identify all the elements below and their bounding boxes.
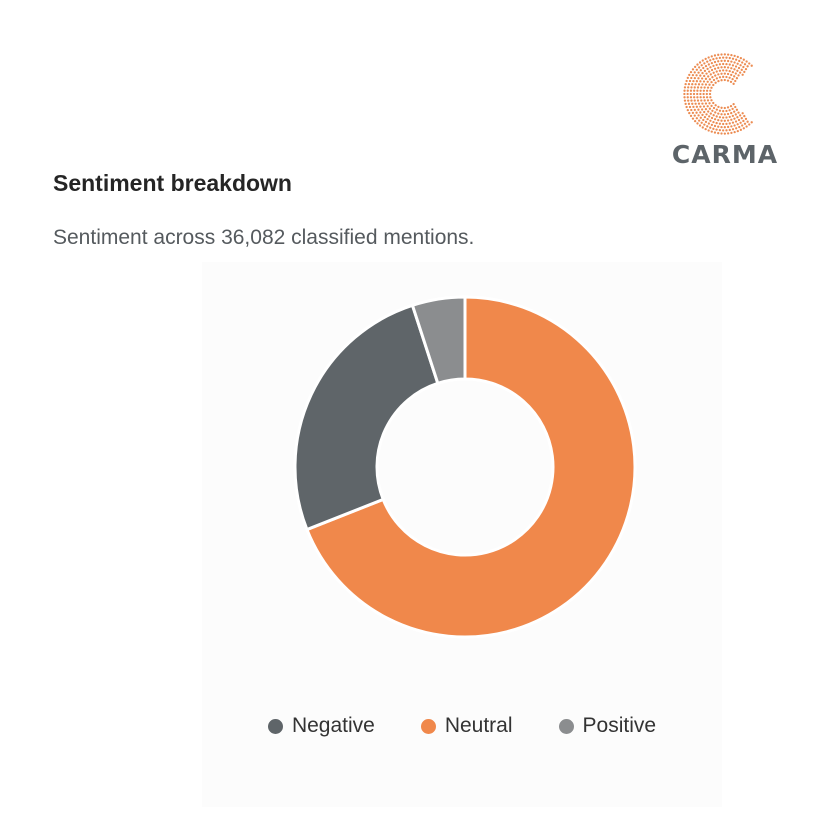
legend-label-negative: Negative xyxy=(291,714,375,737)
carma-wordmark: CARMA xyxy=(671,140,779,169)
donut-slice-positive[interactable] xyxy=(410,295,467,386)
carma-logo-icon xyxy=(683,53,753,135)
carma-logo: CARMA xyxy=(660,52,790,172)
legend-item-negative[interactable]: Negative xyxy=(267,714,375,738)
chart-title: Sentiment breakdown xyxy=(53,170,292,196)
legend-label-positive: Positive xyxy=(582,714,657,737)
legend-item-positive[interactable]: Positive xyxy=(558,714,657,738)
legend-dot-neutral xyxy=(420,718,436,734)
legend-item-neutral[interactable]: Neutral xyxy=(420,714,513,738)
legend-label-neutral: Neutral xyxy=(444,714,513,737)
chart-panel: Negative Neutral Positive xyxy=(202,262,722,807)
donut-slice-neutral[interactable] xyxy=(304,295,637,639)
donut-chart xyxy=(293,295,637,639)
donut-slice-negative[interactable] xyxy=(293,303,440,532)
legend-dot-positive xyxy=(558,718,574,734)
chart-legend: Negative Neutral Positive xyxy=(202,714,722,738)
legend-dot-negative xyxy=(267,718,283,734)
chart-subtitle: Sentiment across 36,082 classified menti… xyxy=(53,226,475,249)
